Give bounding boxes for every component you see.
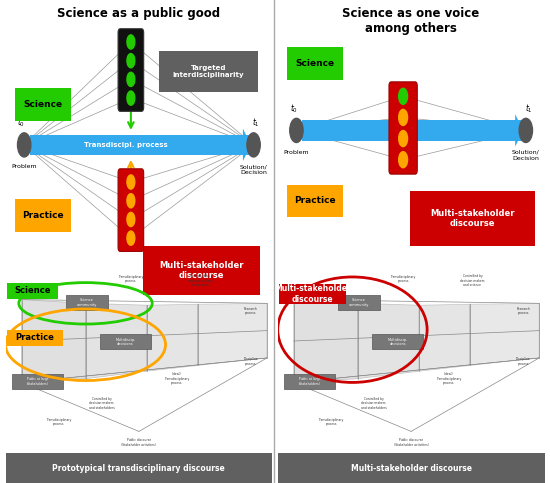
Text: Solution/
Decision: Solution/ Decision [240, 164, 267, 175]
FancyBboxPatch shape [389, 82, 417, 174]
FancyBboxPatch shape [30, 135, 251, 155]
Polygon shape [243, 128, 251, 161]
Text: Practice: Practice [294, 197, 336, 205]
Circle shape [519, 118, 532, 142]
Text: $t_1$: $t_1$ [525, 102, 532, 115]
Text: $t_0$: $t_0$ [18, 117, 25, 129]
Circle shape [399, 88, 408, 104]
Text: Science: Science [295, 59, 334, 68]
Text: Science: Science [23, 100, 62, 109]
Text: Science as a public good: Science as a public good [57, 7, 221, 20]
Text: Problem: Problem [12, 164, 37, 169]
FancyBboxPatch shape [159, 51, 257, 92]
FancyBboxPatch shape [278, 453, 544, 483]
Circle shape [127, 194, 135, 208]
Text: $t_0$: $t_0$ [290, 102, 298, 115]
Text: Targeted
interdisciplinarity: Targeted interdisciplinarity [172, 65, 244, 77]
Polygon shape [515, 114, 523, 147]
Circle shape [399, 109, 408, 126]
Text: Multi-stakeholder
discourse: Multi-stakeholder discourse [160, 261, 244, 280]
FancyBboxPatch shape [302, 120, 523, 141]
Circle shape [127, 91, 135, 105]
Text: Practice: Practice [22, 211, 64, 220]
Circle shape [247, 133, 260, 157]
FancyBboxPatch shape [287, 47, 343, 80]
FancyBboxPatch shape [287, 185, 343, 217]
Circle shape [399, 152, 408, 168]
Text: Solution/
Decision: Solution/ Decision [512, 150, 540, 160]
FancyBboxPatch shape [410, 191, 535, 246]
Text: Science as one voice
among others: Science as one voice among others [343, 7, 480, 35]
Circle shape [290, 118, 303, 142]
Circle shape [127, 35, 135, 49]
Circle shape [127, 54, 135, 68]
Text: Multi-stakeholder
discourse: Multi-stakeholder discourse [430, 209, 515, 228]
FancyBboxPatch shape [6, 453, 272, 483]
FancyBboxPatch shape [143, 246, 260, 295]
Text: $t_1$: $t_1$ [252, 117, 260, 129]
Circle shape [399, 130, 408, 147]
FancyBboxPatch shape [15, 199, 71, 232]
Text: Transdiscipl. process: Transdiscipl. process [84, 142, 167, 148]
Circle shape [18, 133, 31, 157]
Text: Multi-stakeholder discourse: Multi-stakeholder discourse [351, 464, 472, 472]
Text: Prototypical transdisciplinary discourse: Prototypical transdisciplinary discourse [52, 464, 225, 472]
FancyBboxPatch shape [118, 169, 144, 251]
FancyBboxPatch shape [118, 29, 144, 111]
FancyBboxPatch shape [15, 88, 71, 121]
Circle shape [127, 175, 135, 189]
Text: Problem: Problem [284, 150, 309, 155]
Circle shape [127, 213, 135, 227]
Circle shape [127, 231, 135, 245]
Circle shape [127, 72, 135, 86]
